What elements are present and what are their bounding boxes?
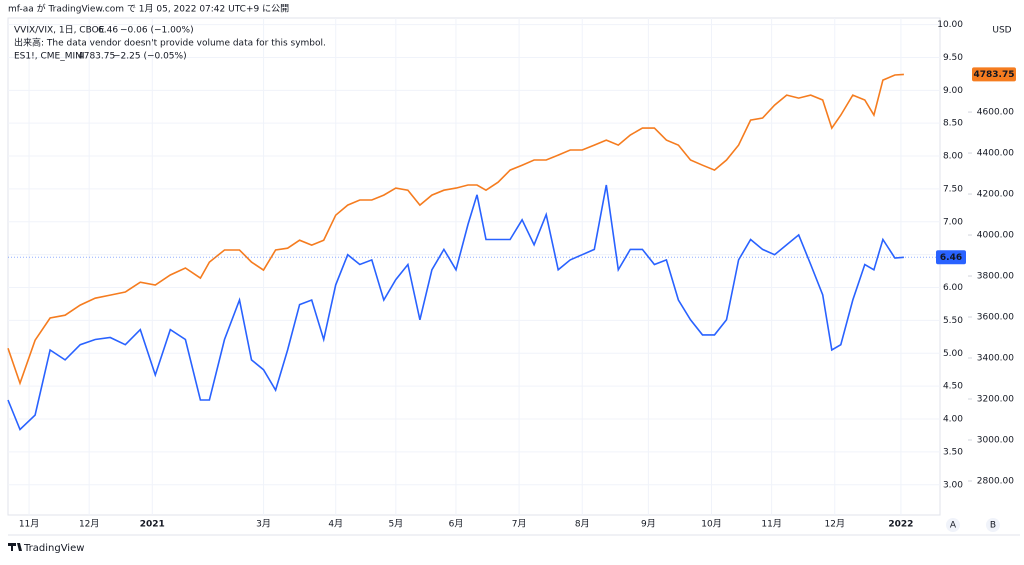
last-value-label: 6.46	[940, 253, 962, 263]
y2-tick-label: 2800.00	[977, 476, 1014, 486]
x-tick-label: 4月	[328, 519, 343, 530]
y2-tick-label: 3800.00	[977, 272, 1014, 282]
y-tick-label: 10.00	[937, 20, 963, 30]
x-tick-label: 6月	[449, 519, 464, 530]
grid	[8, 18, 940, 515]
plot-frame	[7, 17, 941, 516]
x-tick-label: 2022	[888, 520, 913, 530]
legend-es: ES1!, CME_MINI	[14, 52, 85, 62]
y-tick-label: 9.50	[943, 53, 963, 63]
y2-tick-label: 3200.00	[977, 394, 1014, 404]
y-tick-label: 7.00	[943, 217, 963, 227]
x-tick-label: 10月	[701, 519, 721, 530]
button-b[interactable]	[986, 518, 1000, 532]
y-tick-label: 9.00	[943, 86, 963, 96]
y-tick-label: 8.50	[943, 119, 963, 129]
y-tick-label: 7.50	[943, 184, 963, 194]
logo	[8, 543, 22, 551]
series-line	[7, 73, 904, 386]
y-tick-label: 5.50	[943, 316, 963, 326]
legend-vvix-change: −0.06 (−1.00%)	[120, 26, 194, 36]
y-tick-label: 4.50	[943, 382, 963, 392]
legend-volume: 出来高: The data vendor doesn't provide vol…	[14, 37, 326, 49]
marks	[7, 73, 904, 431]
button-b-label[interactable]: B	[990, 521, 996, 531]
last-value-tag	[936, 250, 966, 265]
y-tick-label: 5.00	[943, 349, 963, 359]
y-tick-label: 3.00	[943, 480, 963, 490]
x-tick-label: 2021	[140, 520, 165, 530]
y2-tick-label: 4000.00	[977, 231, 1014, 241]
button-a[interactable]	[946, 518, 960, 532]
x-tick-label: 3月	[256, 519, 271, 530]
y2-tick-label: 4600.00	[977, 108, 1014, 118]
y2-tick-label: 4200.00	[977, 190, 1014, 200]
y-tick-label: 6.00	[943, 283, 963, 293]
y-tick-label: 8.00	[943, 152, 963, 162]
x-tick-label: 12月	[79, 519, 99, 530]
series-line	[7, 184, 904, 431]
x-tick-label: 5月	[388, 519, 403, 530]
x-tick-label: 7月	[512, 519, 527, 530]
legend-es-change: −2.25 (−0.05%)	[113, 52, 187, 62]
y2-tick-label: 3600.00	[977, 313, 1014, 323]
header: mf-aa が TradingView.com で 1月 05, 2022 07…	[8, 3, 289, 15]
y-tick-label: 4.00	[943, 415, 963, 425]
x-tick-label: 12月	[825, 519, 845, 530]
last-value-tag	[972, 67, 1016, 82]
y-tick-label: 3.50	[943, 447, 963, 457]
x-tick-label: 11月	[761, 519, 781, 530]
legend-es-value: 4783.75	[78, 52, 115, 62]
button-a-label[interactable]: A	[950, 521, 957, 531]
y2-tick-label: 3000.00	[977, 435, 1014, 445]
x-tick-label: 11月	[19, 519, 39, 530]
x-tick-label: 8月	[575, 519, 590, 530]
legend-vvix: VVIX/VIX, 1日, CBOE	[14, 25, 105, 36]
y2-tick-label: 4400.00	[977, 149, 1014, 159]
y2-tick-label: 3400.00	[977, 354, 1014, 364]
x-tick-label: 9月	[641, 519, 656, 530]
currency: USD	[992, 26, 1011, 36]
legend-vvix-value: 6.46	[98, 26, 118, 36]
footer: TradingView	[23, 543, 84, 554]
last-value-label: 4783.75	[974, 70, 1015, 80]
